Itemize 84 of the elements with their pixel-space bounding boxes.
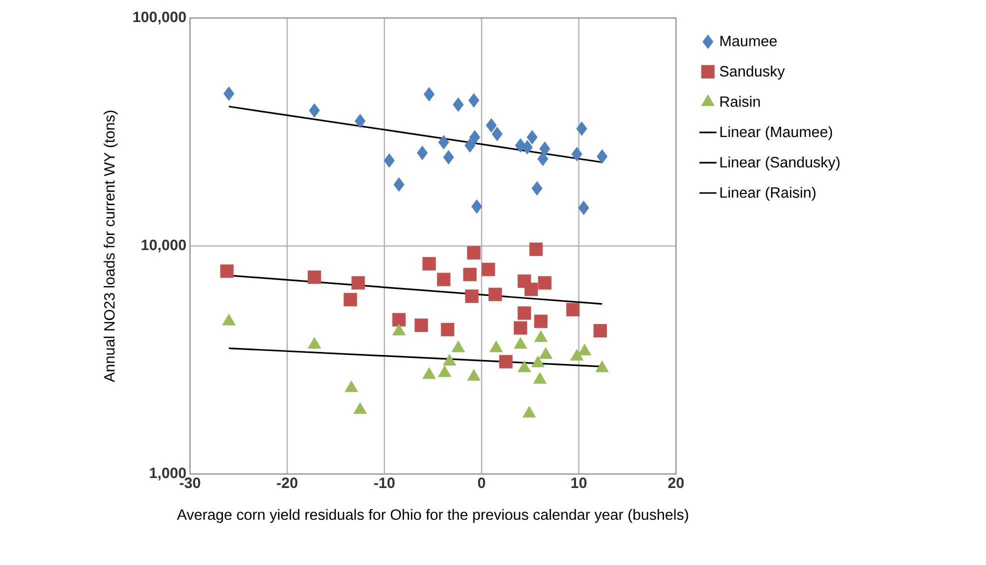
point	[471, 199, 482, 214]
point	[578, 200, 590, 216]
point	[518, 306, 532, 320]
point	[452, 340, 465, 352]
point	[531, 356, 545, 368]
point	[465, 290, 479, 303]
point	[534, 314, 548, 328]
point	[522, 406, 536, 418]
point	[422, 257, 436, 270]
point	[438, 365, 452, 378]
point	[514, 337, 528, 349]
point	[438, 135, 450, 150]
x-tick-label: 20	[668, 478, 684, 488]
point	[593, 324, 607, 338]
point	[518, 360, 532, 372]
point	[308, 270, 322, 284]
y-axis-title: Annual NO23 loads for current WY (tons)	[104, 110, 118, 382]
point	[524, 282, 538, 296]
x-tick-label: 0	[478, 478, 486, 488]
point	[482, 262, 496, 276]
y-tick-label: 10,000	[142, 240, 186, 252]
point	[533, 372, 547, 384]
point	[571, 146, 582, 162]
point	[538, 276, 552, 290]
point	[514, 321, 528, 335]
point	[463, 268, 477, 282]
point	[486, 118, 497, 133]
legend-label: Linear (Raisin)	[720, 186, 816, 201]
point	[442, 354, 456, 366]
x-tick-label: -10	[374, 478, 395, 488]
x-axis-title: Average corn yield residuals for Ohio for the previous calendar year (bushels)	[176, 508, 688, 523]
point	[220, 264, 234, 278]
point	[394, 177, 404, 192]
point	[529, 242, 543, 256]
point	[354, 114, 366, 128]
point	[488, 288, 502, 302]
point	[222, 314, 236, 326]
point	[578, 344, 592, 356]
point	[392, 324, 406, 336]
point	[499, 354, 513, 368]
point	[443, 150, 454, 164]
point	[424, 87, 435, 102]
point	[416, 146, 428, 160]
point	[308, 103, 320, 118]
legend-label: Linear (Sandusky)	[720, 156, 840, 170]
point	[537, 152, 548, 166]
point	[414, 318, 428, 332]
point	[534, 330, 548, 342]
point	[570, 348, 584, 361]
point	[440, 322, 454, 336]
y-tick-label: 100,000	[133, 12, 186, 24]
point	[464, 138, 476, 153]
point	[566, 302, 580, 316]
point	[489, 340, 503, 352]
point	[223, 86, 234, 101]
legend-label: Raisin	[720, 96, 760, 107]
point	[526, 130, 538, 144]
point	[467, 246, 481, 260]
legend-label: Maumee	[720, 36, 777, 46]
point	[392, 313, 406, 326]
point	[532, 181, 542, 196]
point	[596, 149, 608, 164]
point	[469, 130, 480, 144]
point	[384, 153, 395, 168]
legend-label: Linear (Maumee)	[720, 126, 832, 140]
point	[539, 347, 552, 359]
point	[308, 337, 322, 349]
point	[468, 93, 480, 108]
point	[522, 140, 533, 154]
point	[576, 121, 588, 136]
point	[492, 126, 503, 142]
legend-label: Sandusky	[720, 66, 785, 80]
point	[344, 292, 358, 306]
point	[353, 402, 367, 414]
point	[351, 276, 365, 290]
point	[595, 360, 609, 372]
point	[452, 97, 464, 112]
x-tick-label: -20	[276, 478, 298, 488]
point	[344, 380, 358, 392]
point	[436, 272, 450, 286]
point	[467, 369, 481, 381]
point	[539, 142, 550, 156]
point	[422, 367, 436, 379]
x-tick-label: 10	[571, 478, 586, 488]
